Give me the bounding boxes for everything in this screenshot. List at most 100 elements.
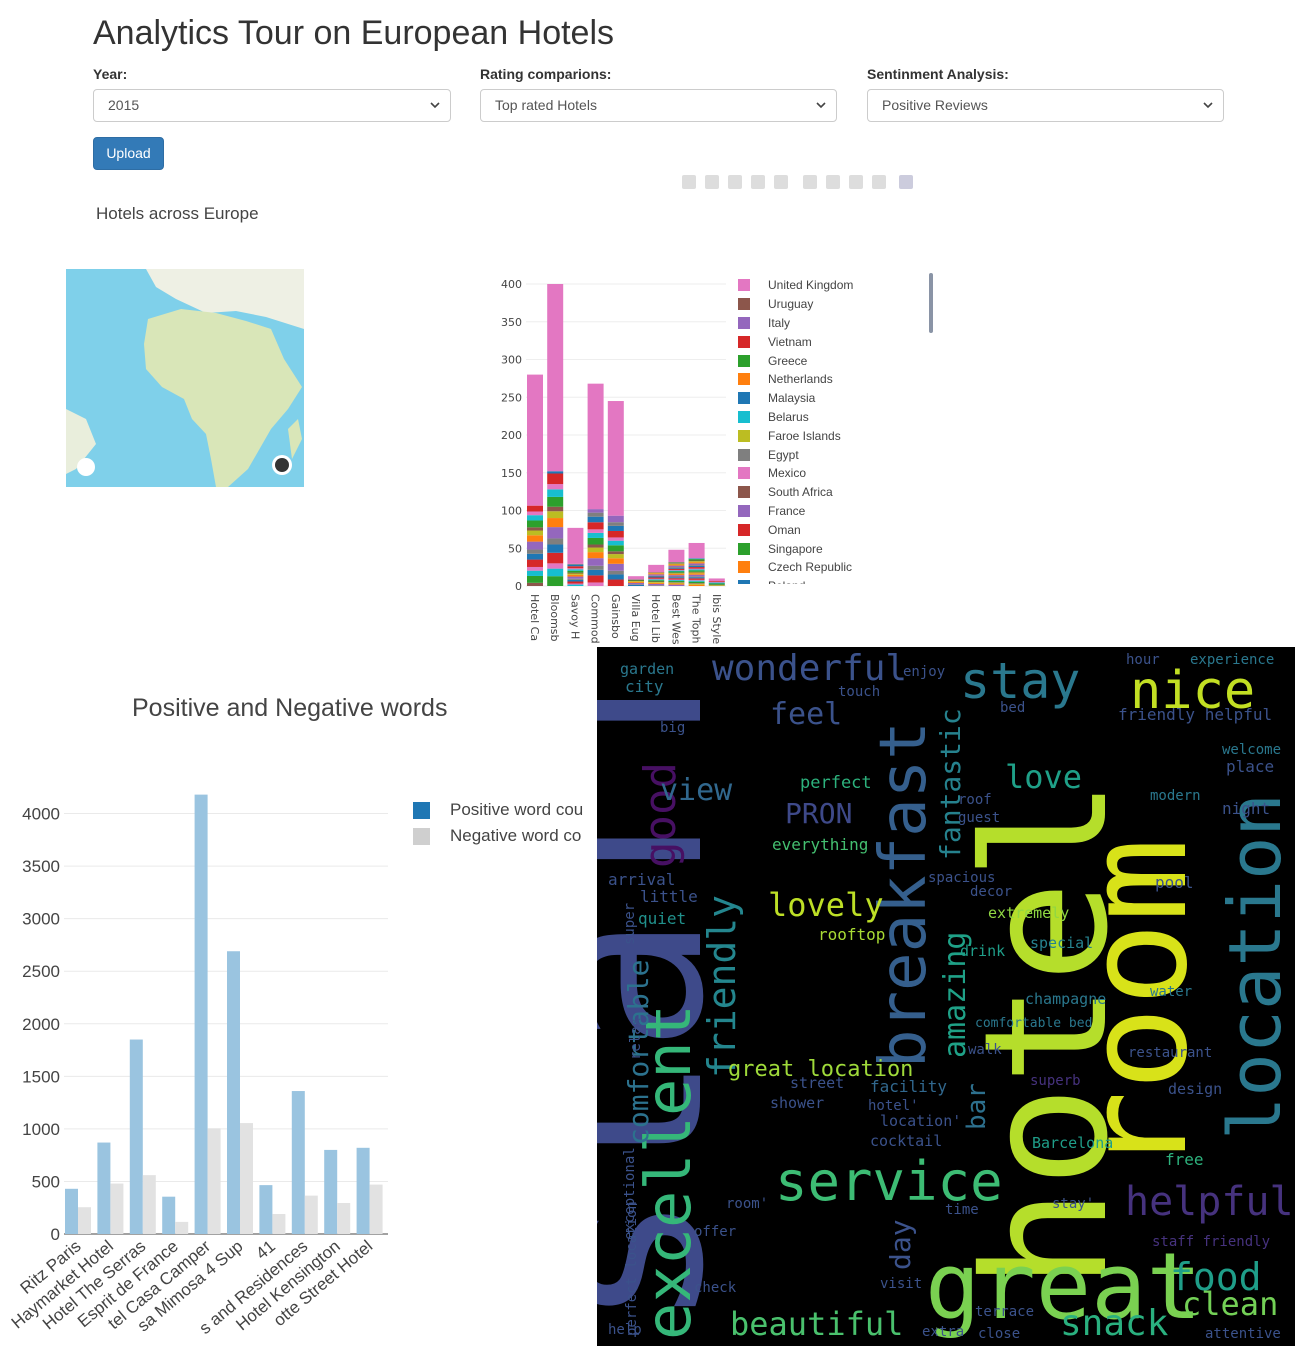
positive-bar[interactable] bbox=[227, 951, 240, 1234]
bar-segment bbox=[547, 506, 564, 512]
bar-segment bbox=[668, 566, 685, 568]
positive-bar[interactable] bbox=[129, 1039, 143, 1234]
reset-icon[interactable] bbox=[872, 175, 886, 189]
box-select-icon[interactable] bbox=[751, 175, 765, 189]
legend-item[interactable]: France bbox=[738, 502, 938, 521]
legend-item[interactable]: Mexico bbox=[738, 464, 938, 483]
pan-icon[interactable] bbox=[728, 175, 742, 189]
bar-segment bbox=[708, 581, 725, 583]
legend-item[interactable]: Czech Republic bbox=[738, 558, 938, 577]
legend-item[interactable]: Greece bbox=[738, 351, 938, 370]
positive-bar[interactable] bbox=[259, 1185, 273, 1234]
bar-segment bbox=[587, 565, 604, 570]
bar-stack[interactable] bbox=[648, 564, 665, 586]
rating-select[interactable]: Top rated Hotels bbox=[480, 89, 837, 122]
bar-segment bbox=[688, 562, 705, 564]
bar-stack[interactable] bbox=[567, 527, 584, 586]
negative-bar[interactable] bbox=[142, 1175, 156, 1234]
negative-bar[interactable] bbox=[272, 1214, 286, 1234]
bar-stack[interactable] bbox=[527, 374, 543, 586]
legend-item[interactable]: Faroe Islands bbox=[738, 426, 938, 445]
negative-bar[interactable] bbox=[207, 1128, 221, 1234]
legend-swatch bbox=[738, 542, 750, 555]
legend-item[interactable]: Italy bbox=[738, 314, 938, 333]
autoscale-icon[interactable] bbox=[849, 175, 863, 189]
x-tick-label: Savoy H bbox=[568, 594, 581, 639]
negative-bar[interactable] bbox=[110, 1183, 124, 1234]
bar-segment bbox=[567, 574, 584, 577]
positive-bar[interactable] bbox=[194, 794, 208, 1234]
legend-item[interactable]: Uruguay bbox=[738, 295, 938, 314]
upload-button[interactable]: Upload bbox=[93, 137, 164, 170]
bar-segment bbox=[607, 551, 624, 555]
legend-scrollbar[interactable] bbox=[929, 273, 933, 333]
legend-label: Poland bbox=[768, 579, 805, 584]
bar-segment bbox=[527, 527, 543, 531]
bar-segment bbox=[668, 567, 685, 569]
legend-item[interactable]: Belarus bbox=[738, 408, 938, 427]
legend-item[interactable]: Malaysia bbox=[738, 389, 938, 408]
x-tick-label: Hotel Lib bbox=[649, 594, 662, 643]
word-cloud-background bbox=[597, 647, 1295, 1346]
cloud-word: comfortable bbox=[622, 960, 655, 1145]
sentiment-select[interactable]: Positive Reviews bbox=[867, 89, 1224, 122]
cloud-word: time bbox=[945, 1202, 979, 1218]
bar-stack[interactable] bbox=[547, 284, 564, 586]
positive-bar[interactable] bbox=[65, 1188, 78, 1234]
bar-stack[interactable] bbox=[708, 578, 725, 586]
negative-bar[interactable] bbox=[369, 1184, 383, 1234]
cloud-word: friendly bbox=[700, 895, 744, 1078]
legend-swatch bbox=[738, 298, 750, 311]
lasso-icon[interactable] bbox=[774, 175, 788, 189]
legend-item[interactable]: United Kingdom bbox=[738, 276, 938, 295]
legend-item[interactable]: Singapore bbox=[738, 539, 938, 558]
x-tick-label: Ibis Style bbox=[710, 594, 723, 644]
zoom-icon[interactable] bbox=[705, 175, 719, 189]
legend-item[interactable]: Oman bbox=[738, 520, 938, 539]
negative-bar[interactable] bbox=[240, 1123, 253, 1234]
legend-item[interactable]: South Africa bbox=[738, 483, 938, 502]
legend-item[interactable]: Egypt bbox=[738, 445, 938, 464]
bar-segment bbox=[567, 584, 584, 586]
camera-icon[interactable] bbox=[682, 175, 696, 189]
positive-bar[interactable] bbox=[324, 1149, 338, 1234]
cloud-word: shower bbox=[770, 1094, 824, 1112]
negative-bar[interactable] bbox=[78, 1207, 91, 1234]
bar-segment bbox=[527, 553, 543, 560]
zoom-in-icon[interactable] bbox=[803, 175, 817, 189]
legend-item[interactable]: Netherlands bbox=[738, 370, 938, 389]
map[interactable] bbox=[66, 269, 304, 487]
bar-segment bbox=[648, 572, 665, 574]
bar-stack[interactable] bbox=[628, 576, 644, 586]
bar-stack[interactable] bbox=[587, 383, 604, 586]
bar-segment bbox=[688, 569, 705, 571]
zoom-out-icon[interactable] bbox=[826, 175, 840, 189]
year-select[interactable]: 2015 bbox=[93, 89, 451, 122]
cloud-word: room' bbox=[726, 1196, 768, 1212]
legend-label: Italy bbox=[768, 315, 791, 330]
bar-segment bbox=[688, 559, 705, 561]
bar-stack[interactable] bbox=[607, 401, 624, 586]
words-chart-title: Positive and Negative words bbox=[132, 694, 448, 722]
positive-bar[interactable] bbox=[162, 1196, 176, 1234]
bar-segment bbox=[668, 583, 685, 585]
bar-stack[interactable] bbox=[668, 549, 685, 586]
legend-item[interactable]: Poland bbox=[738, 577, 938, 584]
positive-bar[interactable] bbox=[356, 1147, 370, 1234]
positive-bar[interactable] bbox=[291, 1091, 305, 1234]
legend-item[interactable]: Positive word cou bbox=[413, 797, 583, 823]
cloud-word: close bbox=[978, 1326, 1020, 1342]
positive-bar[interactable] bbox=[97, 1142, 111, 1234]
legend-item[interactable]: Vietnam bbox=[738, 332, 938, 351]
negative-bar[interactable] bbox=[175, 1221, 189, 1234]
legend-swatch bbox=[738, 561, 750, 574]
negative-bar[interactable] bbox=[337, 1202, 351, 1234]
legend-item[interactable]: Negative word co bbox=[413, 823, 583, 849]
cloud-word: cocktail bbox=[870, 1132, 942, 1150]
cloud-word: room bbox=[1056, 838, 1219, 1175]
cloud-word: super bbox=[622, 903, 638, 945]
locate-icon[interactable] bbox=[77, 458, 95, 476]
plotly-logo-icon[interactable] bbox=[899, 175, 913, 189]
negative-bar[interactable] bbox=[304, 1195, 318, 1234]
bar-stack[interactable] bbox=[688, 542, 705, 586]
